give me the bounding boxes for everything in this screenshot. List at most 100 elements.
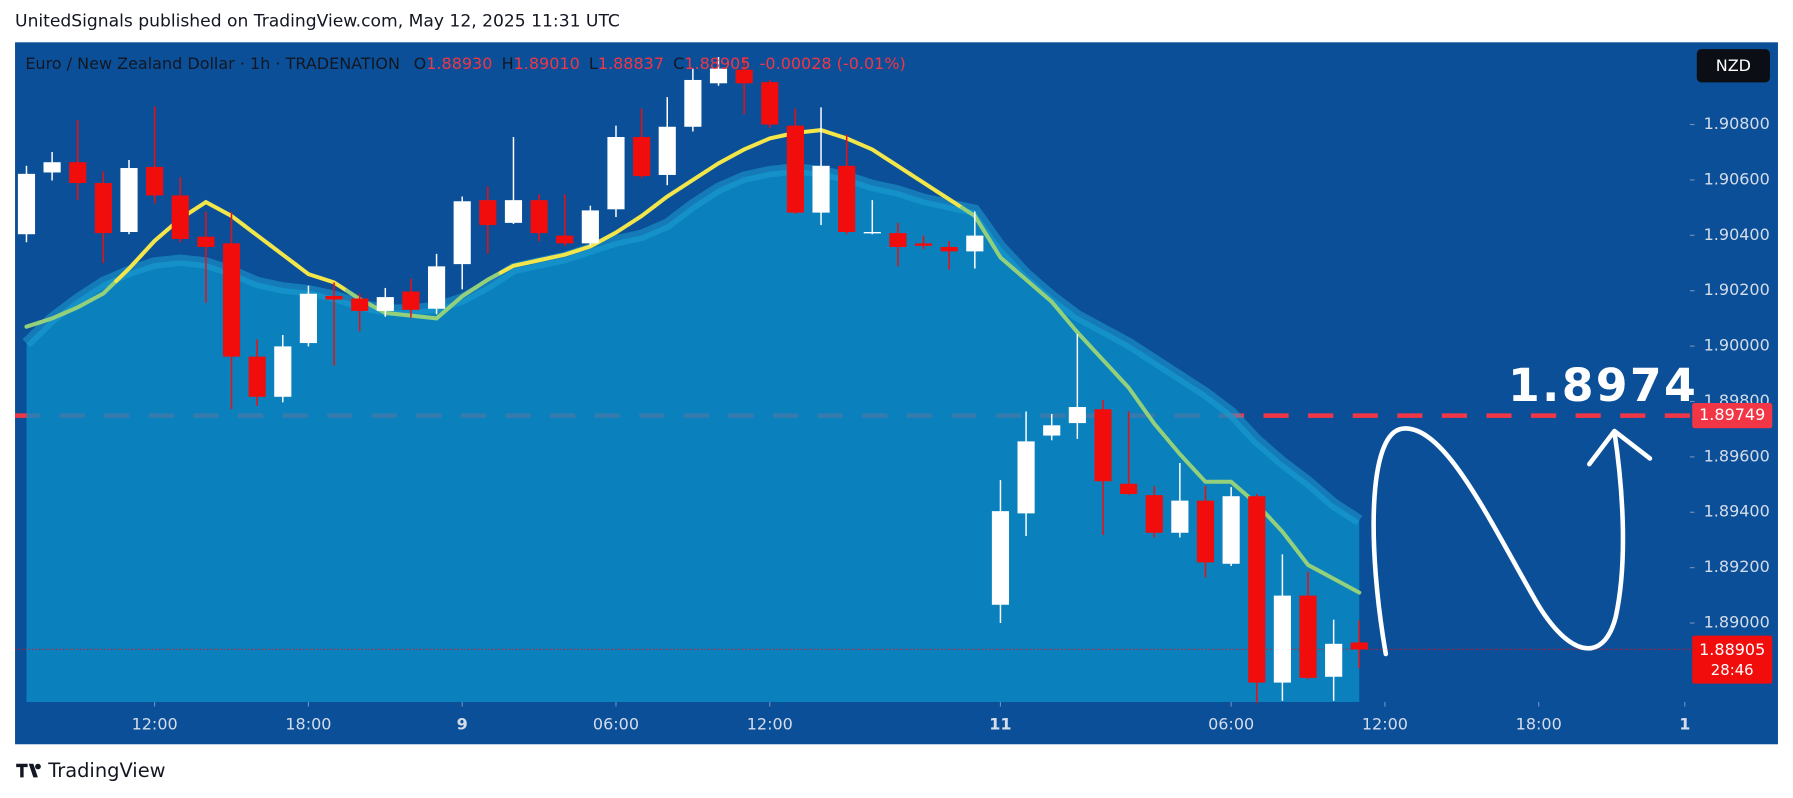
candle-body — [991, 511, 1010, 605]
ema-line — [24, 320, 42, 329]
candle-body — [479, 200, 497, 226]
ema-line — [1344, 583, 1362, 595]
candle-body — [1248, 496, 1266, 683]
brand-name: TradingView — [47, 759, 165, 782]
band-edge — [22, 163, 1363, 526]
ema-line — [1062, 315, 1093, 349]
candle-body — [556, 235, 574, 244]
candle-body — [914, 243, 933, 246]
y-tick-label: 1.89200 — [1704, 557, 1770, 576]
brand-logo — [16, 763, 41, 778]
candle-body — [222, 243, 241, 357]
ema-line — [1267, 515, 1298, 551]
candle-body — [94, 182, 112, 234]
last-price-tag — [1692, 635, 1773, 684]
candle-body — [1196, 500, 1215, 563]
x-tick-label: 18:00 — [1516, 714, 1562, 733]
candle-body — [940, 246, 958, 252]
candle-body — [1299, 595, 1317, 678]
price-line-label: 1.89749 — [1699, 405, 1765, 424]
candle-body — [299, 293, 317, 344]
candle-body — [402, 291, 420, 310]
x-tick-label: 12:00 — [747, 714, 793, 733]
candle-body — [376, 297, 394, 311]
ema-line — [1036, 288, 1067, 320]
ema-line — [473, 270, 503, 290]
ema-line — [114, 252, 144, 284]
x-tick-label: 12:00 — [132, 714, 178, 733]
candle-body — [197, 236, 215, 247]
candle-body — [658, 126, 676, 175]
candle-body — [274, 346, 292, 397]
ema-line — [421, 305, 452, 321]
candle-body — [812, 165, 830, 213]
ema-line — [934, 189, 965, 210]
countdown-label: 28:46 — [1711, 661, 1754, 679]
candle-body — [351, 298, 369, 311]
candle-body — [838, 165, 856, 233]
ema-line — [1088, 344, 1118, 376]
candle-body — [1171, 500, 1189, 533]
candle-body — [761, 82, 779, 125]
currency-label: NZD — [1716, 56, 1751, 75]
last-price-label: 1.88905 — [1699, 640, 1765, 659]
ema-line — [626, 204, 657, 227]
ema-line — [678, 169, 708, 191]
candle-body — [120, 168, 138, 233]
ema-line — [754, 133, 785, 146]
publisher-line: UnitedSignals published on TradingView.c… — [15, 12, 620, 32]
candle-body — [1068, 407, 1086, 424]
candle-body — [504, 200, 523, 223]
candle-body — [889, 233, 907, 247]
candle-body — [863, 232, 881, 234]
ema-line — [549, 248, 580, 260]
y-tick-label: 1.90000 — [1704, 336, 1770, 355]
x-tick-label: 12:00 — [1362, 714, 1408, 733]
price-line-tag — [1692, 403, 1773, 429]
symbol-legend: Euro / New Zealand Dollar · 1h · TRADENA… — [25, 54, 905, 73]
ohlc-value: 1.88930 — [426, 54, 492, 73]
hand-drawn-path — [1371, 426, 1626, 657]
candle-body — [1043, 425, 1061, 436]
ohlc-key: H — [502, 54, 514, 73]
x-tick-label: 06:00 — [593, 714, 639, 733]
y-tick-label: 1.89400 — [1704, 502, 1770, 521]
candle-body — [633, 137, 651, 177]
ema-line — [652, 186, 683, 209]
candle-body — [1325, 643, 1343, 677]
ema-line — [498, 261, 529, 275]
ema-line — [88, 279, 119, 303]
candle-body — [786, 125, 804, 213]
ema-line — [1190, 465, 1221, 484]
candle-body — [530, 200, 548, 234]
candle-body — [43, 162, 61, 173]
candle-body — [69, 162, 87, 183]
ema-line — [191, 199, 221, 213]
candle-body — [966, 235, 984, 252]
y-tick-label: 1.90200 — [1704, 280, 1770, 299]
candle-body — [1120, 483, 1138, 494]
candle-body — [1094, 409, 1112, 482]
ema-line — [1318, 569, 1349, 588]
ema-line — [267, 243, 298, 267]
y-tick-label: 1.90600 — [1704, 169, 1770, 188]
x-tick-label: 9 — [457, 714, 468, 733]
ema-line — [883, 155, 913, 177]
ema-line — [1216, 479, 1246, 495]
candle-body — [735, 69, 753, 84]
candle-body — [581, 210, 599, 244]
x-tick-label: 11 — [989, 714, 1011, 733]
y-tick-label: 1.90800 — [1704, 114, 1770, 133]
candle-body — [1017, 441, 1035, 514]
x-tick-label: 06:00 — [1208, 714, 1254, 733]
candle-body — [248, 356, 266, 397]
ema-line — [1139, 403, 1170, 441]
ema-line — [857, 141, 888, 160]
x-tick-label: 1 — [1679, 714, 1690, 733]
currency-button — [1696, 49, 1770, 83]
band-area — [26, 168, 1360, 702]
arrow-head — [1587, 428, 1653, 467]
x-tick-label: 18:00 — [285, 714, 331, 733]
ohlc-value: 1.88837 — [598, 54, 664, 73]
